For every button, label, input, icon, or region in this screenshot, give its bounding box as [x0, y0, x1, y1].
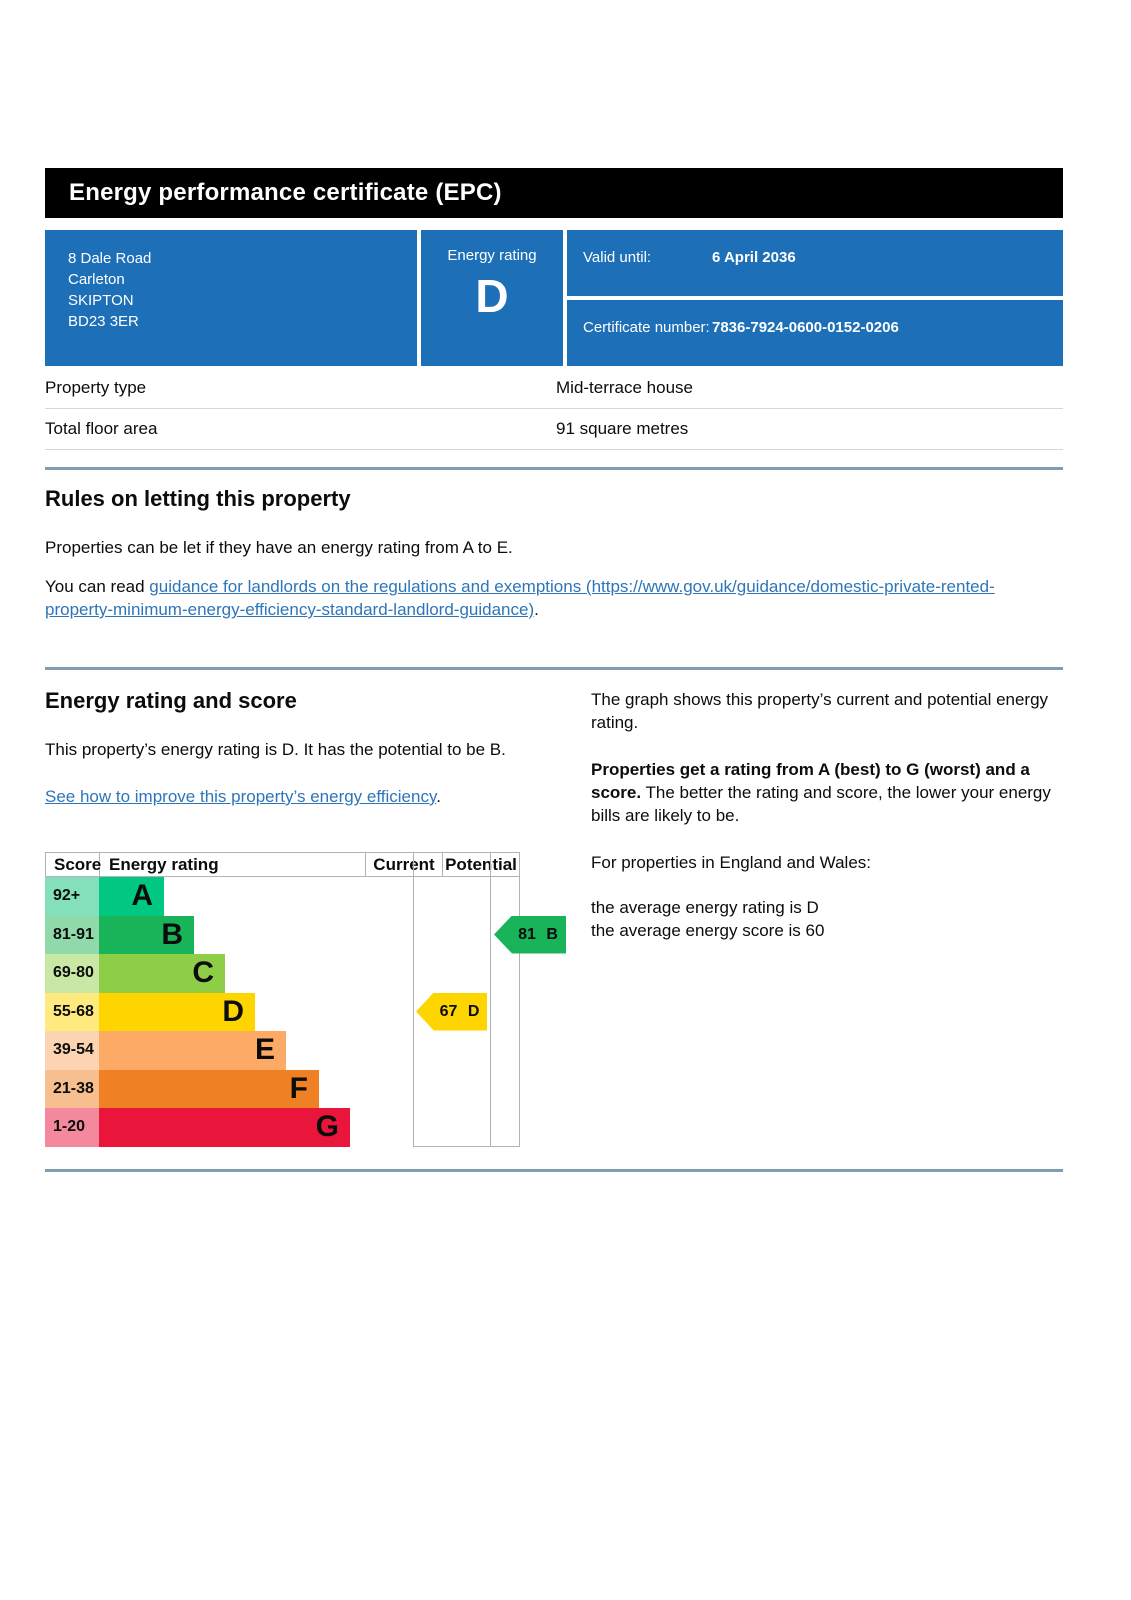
- band-row-d: 55-68 D: [45, 992, 520, 1031]
- band-row-g: 1-20 G: [45, 1108, 520, 1147]
- valid-until-value: 6 April 2036: [712, 249, 796, 266]
- rating-right-column: The graph shows this property’s current …: [591, 688, 1063, 1147]
- rating-explanation: Properties get a rating from A (best) to…: [591, 758, 1063, 827]
- score-range-b: 81-91: [45, 915, 99, 954]
- property-facts-table: Property type Mid-terrace house Total fl…: [45, 368, 1063, 450]
- improve-efficiency-link[interactable]: See how to improve this property’s energ…: [45, 787, 437, 806]
- energy-rating-box: Energy rating D: [421, 230, 563, 366]
- current-rating-arrow: 67 D: [416, 992, 487, 1031]
- band-row-f: 21-38 F: [45, 1069, 520, 1108]
- rules-guidance-paragraph: You can read guidance for landlords on t…: [45, 575, 1050, 621]
- band-bar-c: C: [99, 954, 225, 993]
- current-column-header: Current: [366, 853, 443, 876]
- score-range-a: 92+: [45, 877, 99, 916]
- certificate-number-row: Certificate number: 7836-7924-0600-0152-…: [567, 300, 1063, 366]
- band-bar-f: F: [99, 1069, 319, 1108]
- score-range-c: 69-80: [45, 954, 99, 993]
- address-line-3: SKIPTON: [68, 292, 134, 309]
- potential-column-header: Potential: [445, 854, 517, 874]
- band-letter-b: B: [161, 917, 183, 951]
- chart-bottom-border: [413, 1146, 520, 1147]
- floor-area-value: 91 square metres: [556, 419, 689, 438]
- score-range-d: 55-68: [45, 992, 99, 1031]
- band-letter-e: E: [254, 1033, 275, 1067]
- guidance-text-prefix: You can read: [45, 577, 150, 596]
- average-score-line: the average energy score is 60: [590, 921, 825, 940]
- score-column-header: Score: [46, 853, 101, 876]
- national-averages: the average energy rating is D the avera…: [591, 896, 1063, 942]
- table-row: Property type Mid-terrace house: [45, 368, 1063, 409]
- band-row-a: 92+ A: [45, 877, 520, 916]
- epc-rating-graph: Score Energy rating Current Potential 92…: [45, 852, 566, 1147]
- score-range-g: 1-20: [45, 1108, 99, 1147]
- chart-header-row: Score Energy rating Current Potential: [45, 852, 520, 877]
- band-bar-e: E: [99, 1031, 286, 1070]
- rating-explanation-rest: The better the rating and score, the low…: [590, 783, 1051, 825]
- certificate-title-bar: Energy performance certificate (EPC): [45, 168, 1063, 218]
- valid-until-label: Valid until:: [583, 249, 652, 266]
- rating-summary: This property’s energy rating is D. It h…: [45, 740, 506, 759]
- rating-heading: Energy rating and score: [45, 688, 297, 713]
- band-row-e: 39-54 E: [45, 1031, 520, 1070]
- chart-right-border: [519, 852, 520, 1147]
- rules-section: Rules on letting this property Propertie…: [45, 486, 1063, 621]
- band-bar-g: G: [99, 1108, 350, 1147]
- valid-until-row: Valid until: 6 April 2036: [567, 230, 1063, 296]
- address-line-2: Carleton: [68, 271, 125, 288]
- band-letter-c: C: [192, 956, 214, 990]
- energy-rating-section: Energy rating and score This property’s …: [45, 688, 1063, 1147]
- rating-left-column: Energy rating and score This property’s …: [45, 688, 566, 1147]
- band-bar-b: B: [99, 915, 194, 954]
- band-row-b: 81-91 B: [45, 915, 520, 954]
- address-line-1: 8 Dale Road: [68, 250, 152, 267]
- floor-area-label: Total floor area: [45, 419, 158, 438]
- rules-paragraph: Properties can be let if they have an en…: [45, 538, 513, 557]
- table-row: Total floor area 91 square metres: [45, 409, 1063, 450]
- property-type-label: Property type: [45, 378, 147, 397]
- band-letter-f: F: [289, 1071, 308, 1105]
- section-divider: [45, 1169, 1063, 1172]
- page-title: Energy performance certificate (EPC): [69, 179, 502, 206]
- score-range-f: 21-38: [45, 1069, 99, 1108]
- improve-suffix: .: [436, 787, 441, 806]
- guidance-text-suffix: .: [534, 600, 539, 619]
- section-divider: [45, 467, 1063, 470]
- band-bar-a: A: [99, 877, 164, 916]
- current-rating-label: 67 D: [439, 1002, 480, 1020]
- energy-rating-column-header: Energy rating: [100, 853, 366, 876]
- average-rating-line: the average energy rating is D: [590, 898, 819, 917]
- band-bar-d: D: [99, 992, 255, 1031]
- validity-box: Valid until: 6 April 2036 Certificate nu…: [567, 230, 1063, 366]
- band-letter-g: G: [315, 1110, 339, 1144]
- england-wales-intro: For properties in England and Wales:: [590, 853, 872, 872]
- score-range-e: 39-54: [45, 1031, 99, 1070]
- band-letter-d: D: [222, 994, 244, 1028]
- epc-document: Energy performance certificate (EPC) 8 D…: [45, 0, 1063, 1172]
- landlord-guidance-link[interactable]: guidance for landlords on the regulation…: [45, 577, 995, 619]
- energy-rating-label: Energy rating: [447, 247, 537, 264]
- band-row-c: 69-80 C: [45, 954, 520, 993]
- graph-description: The graph shows this property’s current …: [590, 690, 1049, 732]
- potential-column-divider: [490, 852, 491, 1147]
- certificate-number-value: 7836-7924-0600-0152-0206: [712, 319, 899, 336]
- potential-rating-label: 81 B: [518, 925, 558, 943]
- band-letter-a: A: [131, 879, 153, 913]
- rating-explanation-bold: Properties get a rating from A (best) to…: [590, 760, 1030, 802]
- rules-heading: Rules on letting this property: [45, 486, 351, 511]
- current-column-divider: [413, 852, 414, 1147]
- property-type-value: Mid-terrace house: [556, 378, 694, 397]
- address-line-4: BD23 3ER: [68, 313, 139, 330]
- energy-rating-value: D: [475, 270, 509, 322]
- summary-panel: 8 Dale Road Carleton SKIPTON BD23 3ER En…: [45, 230, 1063, 366]
- section-divider: [45, 667, 1063, 670]
- certificate-number-label: Certificate number:: [583, 319, 710, 336]
- property-address: 8 Dale Road Carleton SKIPTON BD23 3ER: [45, 230, 417, 366]
